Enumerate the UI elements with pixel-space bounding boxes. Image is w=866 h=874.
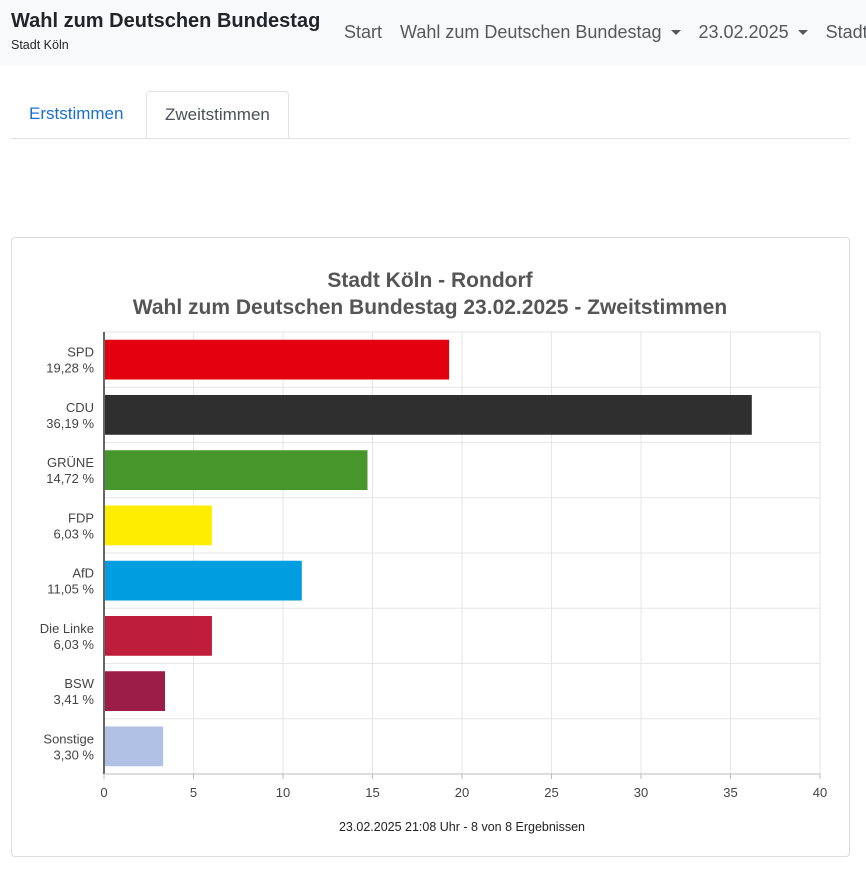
nav-start[interactable]: Start (344, 20, 382, 44)
x-tick-label: 10 (276, 785, 290, 800)
x-tick-label: 30 (634, 785, 648, 800)
chart-footer: 23.02.2025 21:08 Uhr - 8 von 8 Ergebniss… (339, 820, 585, 834)
nav-start-label: Start (344, 22, 383, 42)
tab-zweitstimmen[interactable]: Zweitstimmen (146, 91, 289, 138)
nav-date-label: 23.02.2025 (698, 22, 789, 42)
nav-area-label: Stadt Köln (825, 22, 866, 42)
brand-title[interactable]: Wahl zum Deutschen Bundestag (11, 10, 321, 32)
brand-subtitle: Stadt Köln (11, 38, 69, 52)
nav-election-dropdown[interactable]: Wahl zum Deutschen Bundestag (400, 20, 681, 44)
chart-card: Stadt Köln - Rondorf Wahl zum Deutschen B… (11, 237, 850, 857)
x-tick-label: 0 (100, 785, 107, 800)
chart-subtitle: Wahl zum Deutschen Bundestag 23.02.2025 … (133, 296, 727, 319)
bar-bsw (105, 671, 166, 712)
nav-election-label: Wahl zum Deutschen Bundestag (400, 22, 662, 42)
category-label: Die Linke (40, 621, 94, 636)
caret-down-icon (670, 29, 681, 35)
category-label: BSW (64, 676, 94, 691)
x-tick-label: 35 (723, 785, 737, 800)
category-label: CDU (66, 400, 94, 415)
x-tick-label: 20 (455, 785, 469, 800)
x-tick-label: 40 (813, 785, 827, 800)
category-label: SPD (67, 345, 94, 360)
category-label: FDP (68, 510, 94, 525)
bar-sonstige (105, 726, 164, 767)
x-tick-label: 25 (544, 785, 558, 800)
bar-spd (105, 339, 450, 380)
nav-area-dropdown[interactable]: Stadt Köln (826, 20, 866, 44)
nav-date-dropdown[interactable]: 23.02.2025 (699, 20, 808, 44)
chart-title: Stadt Köln - Rondorf (327, 269, 533, 292)
bar-gr-ne (105, 450, 368, 491)
category-label: GRÜNE (47, 455, 94, 470)
value-label: 6,03 % (54, 526, 95, 541)
main-nav: Start Wahl zum Deutschen Bundestag 23.02… (344, 20, 866, 44)
tab-erststimmen[interactable]: Erststimmen (29, 104, 124, 123)
value-label: 3,30 % (54, 747, 95, 762)
x-tick-label: 5 (190, 785, 197, 800)
value-label: 6,03 % (54, 637, 95, 652)
category-label: AfD (72, 566, 94, 581)
caret-down-icon (797, 29, 808, 35)
x-tick-label: 15 (365, 785, 379, 800)
bar-die-linke (105, 615, 212, 656)
value-label: 19,28 % (46, 361, 94, 376)
value-label: 14,72 % (46, 471, 94, 486)
category-label: Sonstige (43, 731, 94, 746)
bar-cdu (105, 394, 752, 435)
results-chart: Stadt Köln - Rondorf Wahl zum Deutschen B… (40, 269, 827, 834)
value-label: 11,05 % (47, 582, 94, 597)
brand[interactable]: Wahl zum Deutschen Bundestag Stadt Köln (11, 9, 320, 53)
value-label: 36,19 % (46, 416, 94, 431)
vote-tabs: Erststimmen Zweitstimmen (11, 91, 850, 139)
bar-afd (105, 560, 302, 601)
value-label: 3,41 % (54, 692, 95, 707)
bar-fdp (105, 505, 212, 546)
navbar: Wahl zum Deutschen Bundestag Stadt Köln … (0, 0, 866, 66)
